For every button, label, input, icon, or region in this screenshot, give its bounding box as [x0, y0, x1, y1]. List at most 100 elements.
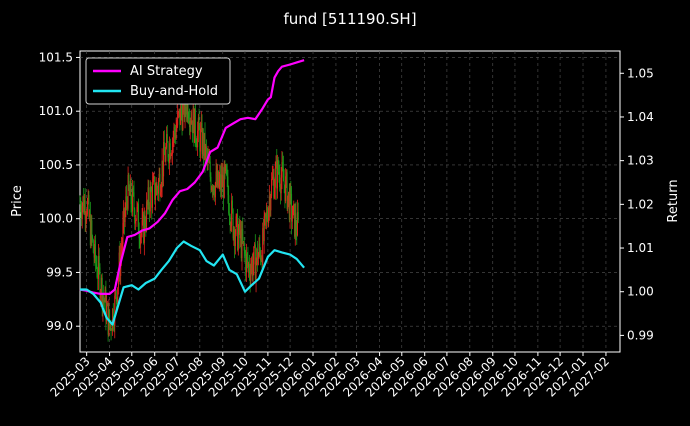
candle-body — [261, 257, 263, 266]
candle-body — [164, 154, 166, 162]
candle-body — [240, 230, 242, 239]
candle-body — [284, 184, 286, 201]
candle-body — [245, 253, 247, 273]
candle-body — [92, 239, 94, 253]
candle-body — [83, 200, 85, 213]
candle-body — [165, 147, 167, 162]
candle-body — [195, 139, 197, 145]
candle-body — [276, 160, 278, 189]
candle-body — [222, 175, 224, 188]
right-y-tick-label: 1.01 — [627, 241, 654, 255]
candle-body — [113, 325, 115, 327]
candle-body — [203, 132, 205, 157]
candle-body — [171, 141, 173, 155]
candle-body — [262, 228, 264, 242]
candle-body — [122, 222, 124, 244]
candle-body — [291, 193, 293, 222]
candle-body — [291, 218, 293, 222]
candle-body — [250, 268, 252, 281]
candle-body — [81, 205, 83, 219]
candle-body — [217, 171, 219, 187]
candle-body — [144, 215, 146, 229]
candle-body — [245, 253, 247, 273]
candle-body — [80, 202, 82, 213]
candle-body — [84, 200, 86, 220]
candle-body — [162, 160, 164, 177]
candle-body — [82, 196, 84, 206]
series-line-buy-and-hold — [80, 240, 305, 326]
candle-body — [191, 120, 193, 134]
candle-body — [117, 287, 119, 302]
candle-body — [141, 220, 143, 233]
left-axis-label: Price — [10, 185, 25, 217]
candle-body — [174, 132, 176, 139]
candle-body — [130, 180, 132, 205]
left-y-tick-label: 99.0 — [46, 319, 73, 333]
candle-body — [208, 161, 210, 163]
candle-body — [134, 220, 136, 224]
candle-body — [103, 296, 105, 300]
candle-body — [294, 213, 296, 237]
candle-body — [239, 221, 241, 239]
candle-body — [270, 195, 272, 211]
candle-body — [186, 97, 188, 115]
candle-body — [242, 241, 244, 243]
candle-body — [117, 276, 119, 288]
candle-body — [229, 216, 231, 226]
candle-body — [86, 201, 88, 215]
candle-body — [187, 97, 189, 119]
candle-body — [137, 203, 139, 232]
candle-body — [285, 176, 287, 201]
candle-body — [128, 174, 130, 189]
candle-body — [241, 229, 243, 259]
candle-body — [99, 267, 101, 298]
candle-body — [262, 228, 264, 266]
candle-body — [163, 142, 165, 155]
candle-body — [268, 208, 270, 223]
candle-body — [151, 191, 153, 208]
candle-body — [106, 305, 108, 322]
candle-body — [90, 220, 92, 246]
candle-body — [106, 303, 108, 306]
candle-body — [286, 172, 288, 210]
candle-body — [182, 102, 184, 130]
candle-body — [259, 250, 261, 261]
candle-body — [147, 187, 149, 206]
candle-body — [170, 154, 172, 159]
candle-body — [200, 122, 202, 130]
candle-body — [159, 173, 161, 196]
candle-body — [203, 132, 205, 157]
candle-body — [269, 196, 271, 211]
candle-body — [283, 181, 285, 185]
candle-body — [206, 151, 208, 161]
candle-body — [211, 187, 213, 192]
candle-body — [126, 200, 128, 209]
candle-body — [97, 276, 99, 279]
candle-body — [282, 168, 284, 182]
candle-body — [277, 159, 279, 172]
candle-body — [218, 180, 220, 187]
candle-body — [194, 108, 196, 140]
candle-body — [188, 121, 190, 128]
candle-body — [285, 172, 287, 177]
candle-body — [126, 196, 128, 201]
candle-body — [259, 243, 261, 251]
candle-body — [191, 120, 193, 124]
candle-body — [234, 234, 236, 246]
candle-body — [252, 264, 254, 277]
candle-body — [260, 257, 262, 261]
candle-body — [257, 255, 259, 265]
left-y-tick-label: 101.5 — [39, 50, 73, 64]
candle-body — [288, 191, 290, 220]
candle-body — [296, 230, 298, 236]
candle-body — [188, 118, 190, 122]
candle-body — [273, 176, 275, 198]
candle-body — [154, 195, 156, 201]
candle-body — [115, 290, 117, 296]
candle-body — [251, 259, 253, 269]
candle-body — [201, 122, 203, 155]
candle-body — [178, 109, 180, 113]
candle-body — [146, 201, 148, 206]
candle-body — [139, 238, 141, 245]
candle-body — [111, 330, 113, 332]
